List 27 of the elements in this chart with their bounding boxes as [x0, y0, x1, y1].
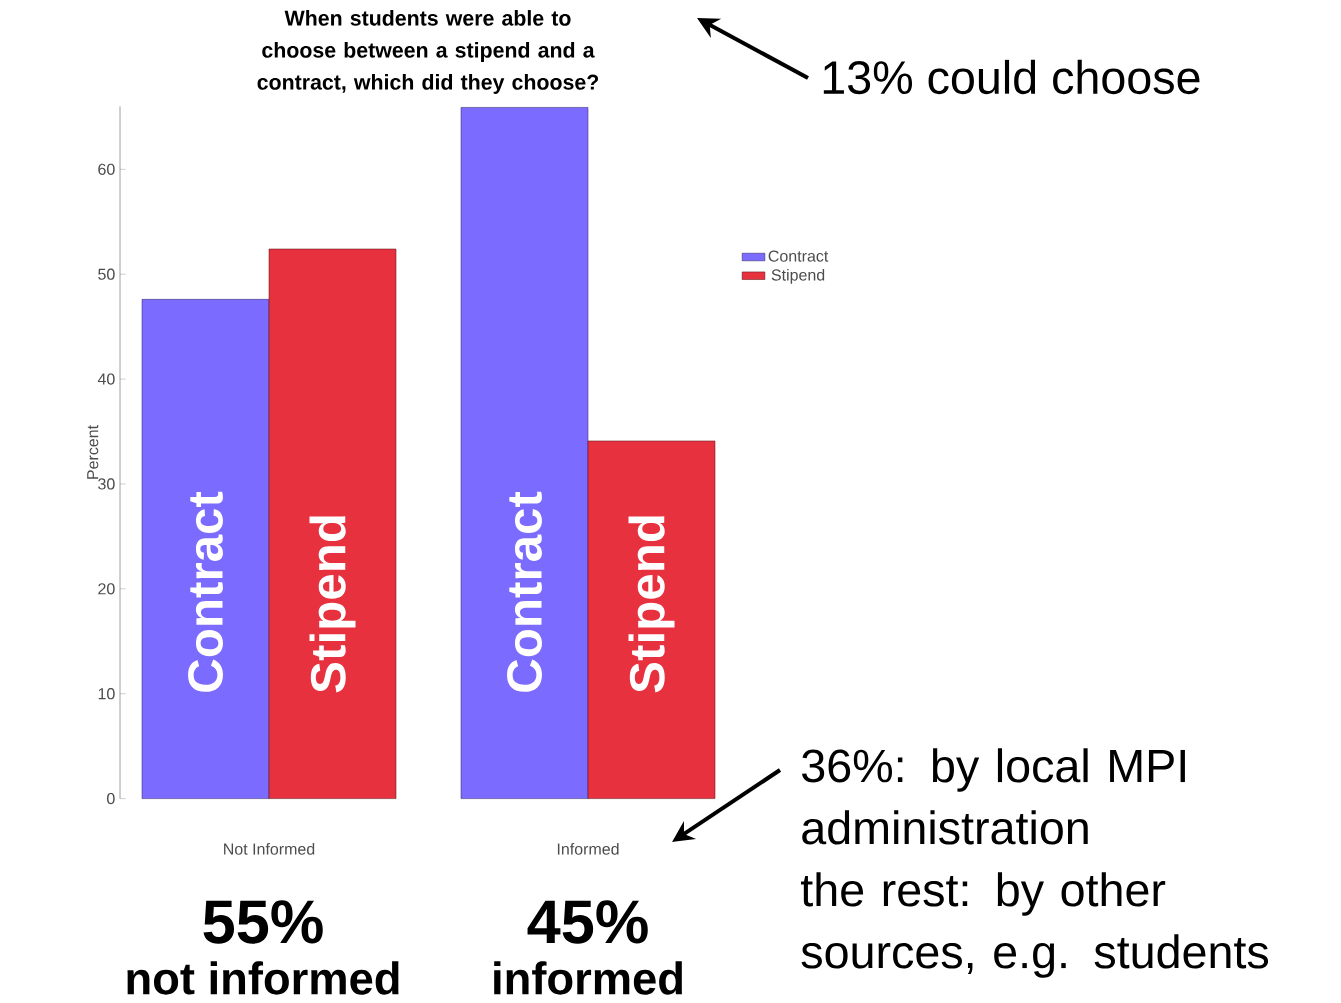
y-tick-label: 10 [98, 688, 115, 700]
text: Stipend [628, 516, 675, 693]
text: Stipend [309, 516, 356, 693]
y-tick-label: 0 [107, 792, 115, 805]
legend-label: Contract [768, 250, 829, 262]
text: not informed [127, 961, 399, 995]
y-tick-label: 40 [97, 373, 115, 385]
bar [268, 248, 397, 799]
text: Contract [188, 491, 223, 692]
y-tick-label: 60 [98, 163, 115, 175]
x-tick-label: Informed [557, 843, 619, 855]
text: informed [494, 961, 682, 995]
text: 55% [203, 900, 323, 944]
y-tick-label: 50 [98, 268, 115, 280]
bar [141, 299, 270, 799]
text: Contract [507, 491, 542, 692]
text: 13% could choose [823, 59, 1200, 95]
legend-label: Stipend [771, 268, 825, 284]
y-axis-title: Percent [87, 425, 99, 479]
text: 45% [527, 900, 648, 944]
x-tick-label: Not Informed [224, 843, 315, 855]
text: the rest: by other sources, e.g. students [800, 872, 1269, 978]
bar [587, 440, 716, 799]
y-tick-label: 30 [98, 478, 115, 490]
bar [460, 107, 589, 799]
y-tick-label: 20 [98, 583, 115, 595]
chart-title: When students were able to choose between a stipend and a contract, which did they choose? [257, 10, 599, 94]
